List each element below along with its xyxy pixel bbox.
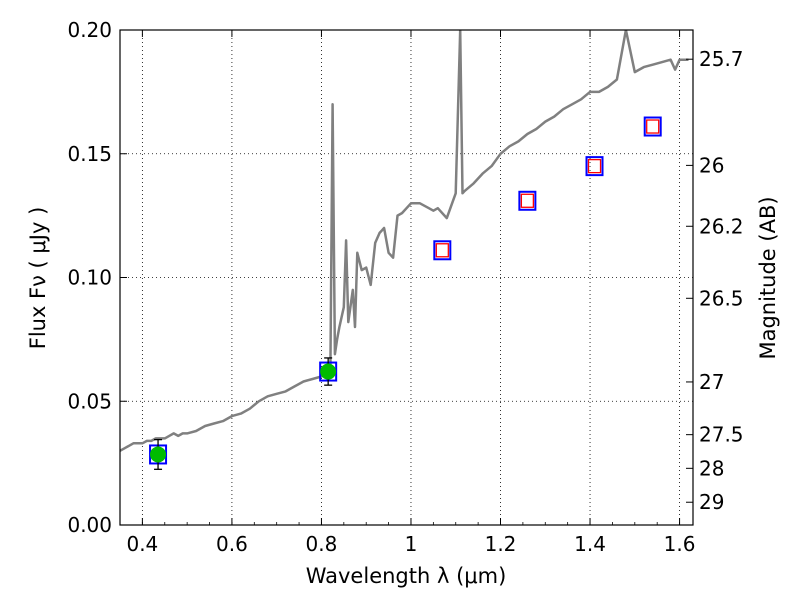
- x-tick-label: 1: [405, 532, 418, 556]
- y-tick-label: 0.10: [67, 266, 112, 290]
- x-tick-label: 0.6: [216, 532, 248, 556]
- gridlines: [120, 29, 693, 526]
- predicted-flux-square: [646, 119, 660, 134]
- right-tick-label: 26.5: [699, 286, 744, 310]
- predicted-flux-square: [587, 158, 602, 174]
- x-axis-label: Wavelength λ (μm): [306, 564, 507, 588]
- right-tick-label: 25.7: [699, 47, 744, 71]
- y-tick-label: 0.00: [67, 513, 112, 537]
- model-flux-square: [518, 190, 537, 211]
- right-tick-label: 28: [699, 456, 724, 480]
- right-tick-label: 26.2: [699, 214, 744, 238]
- right-tick-label: 29: [699, 490, 724, 514]
- x-tick-label: 0.4: [126, 532, 158, 556]
- right-tick-label: 27.5: [699, 423, 744, 447]
- ticks: 0.4 0.6 0.8 1 1.2 1.4 1.6 0.00 0.05 0.10 0.15 0.20 2…: [67, 18, 743, 556]
- right-tick-label: 27: [699, 370, 724, 394]
- model-flux-square: [433, 240, 452, 261]
- y-tick-label: 0.15: [67, 142, 112, 166]
- plot-frame: [119, 29, 694, 526]
- spectrum-line: [120, 30, 689, 452]
- x-tick-label: 1.6: [664, 532, 696, 556]
- right-tick-label: 26: [699, 153, 724, 177]
- y-axis-label: Flux Fν ( μJy ): [26, 207, 50, 350]
- y-tick-label: 0.20: [67, 18, 112, 42]
- x-tick-label: 1.4: [574, 532, 606, 556]
- model-flux-square: [585, 156, 604, 177]
- y-tick-label: 0.05: [67, 389, 112, 413]
- y-axis-right-label: Magnitude (AB): [756, 196, 780, 359]
- x-tick-label: 0.8: [306, 532, 338, 556]
- detection-point: [150, 446, 167, 463]
- detection-point: [320, 363, 337, 380]
- predicted-flux-square: [520, 193, 535, 208]
- predicted-flux-square: [435, 243, 449, 258]
- marker-layer: [149, 116, 662, 470]
- spectrum-layer: [120, 30, 689, 452]
- model-flux-square: [643, 116, 662, 137]
- x-tick-label: 1.2: [485, 532, 517, 556]
